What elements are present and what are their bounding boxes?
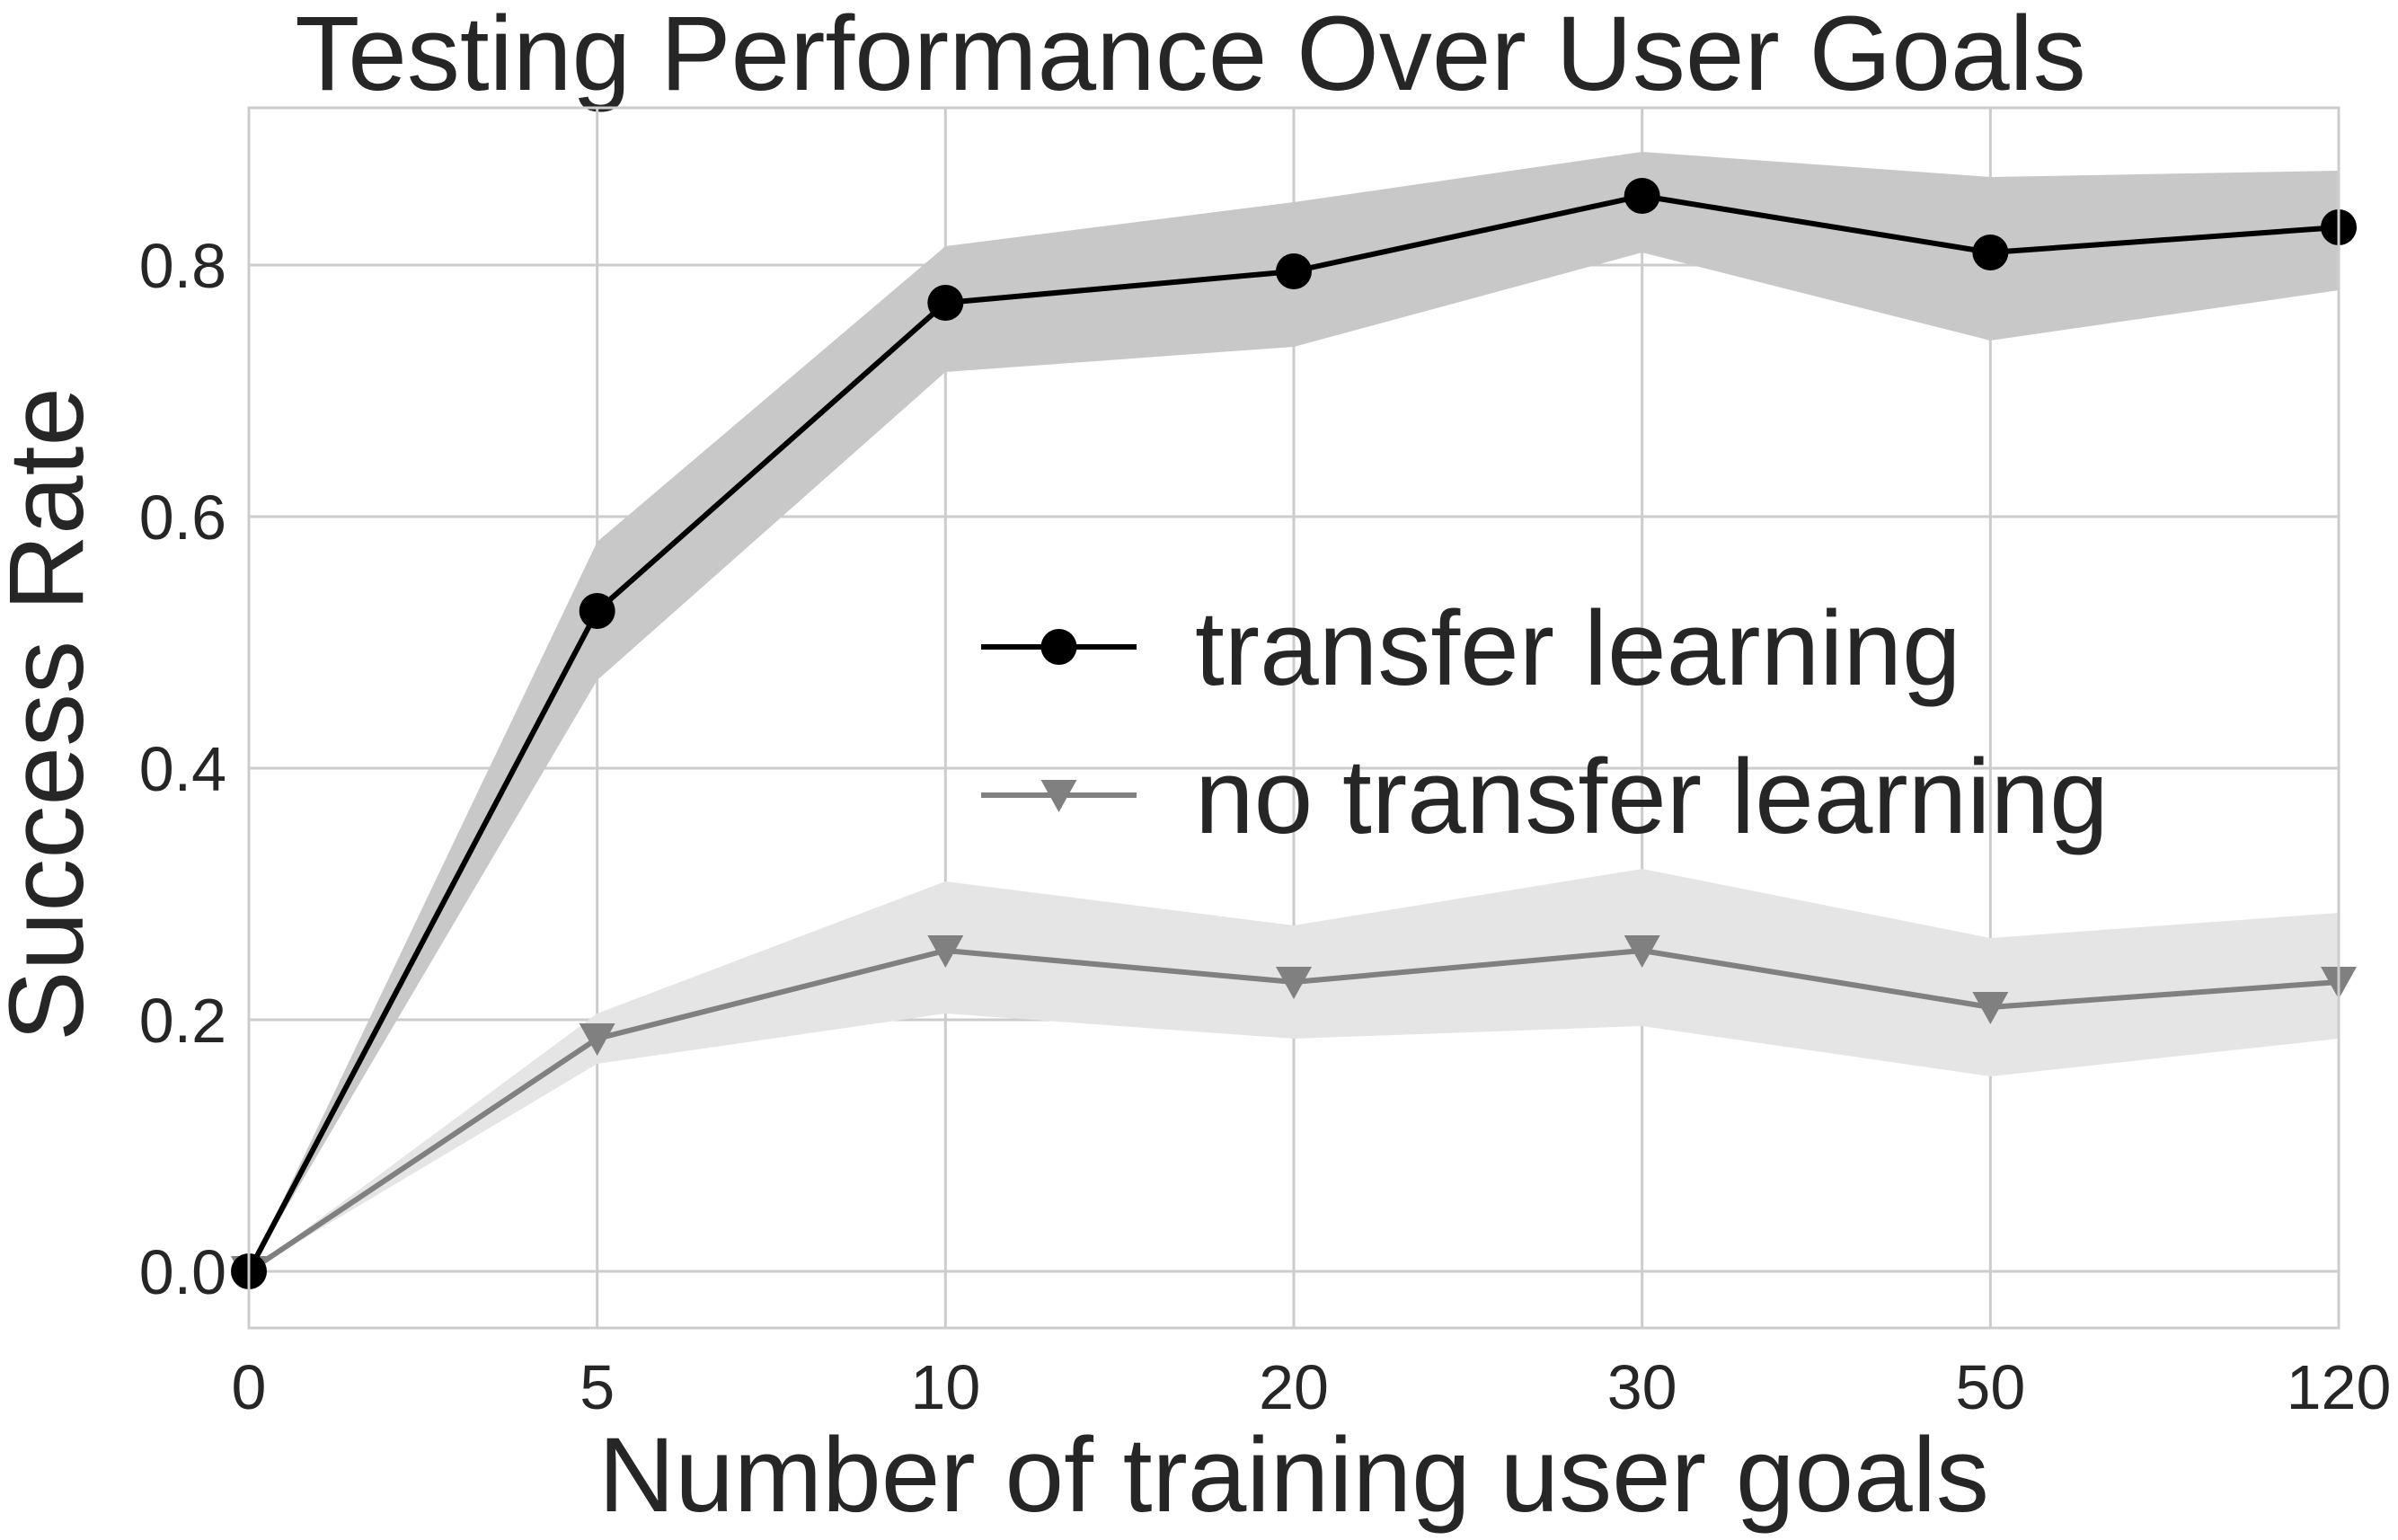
y-tick-label: 0.8 [139, 231, 226, 301]
point-transfer-learning [579, 593, 615, 629]
x-tick-label: 0 [232, 1352, 267, 1422]
point-transfer-learning [927, 285, 964, 321]
legend-label: transfer learning [1195, 589, 1961, 708]
band-no-transfer-learning [249, 869, 2339, 1271]
point-no-transfer-learning [1624, 935, 1660, 968]
x-tick-label: 10 [910, 1352, 980, 1422]
point-transfer-learning [1972, 235, 2009, 270]
y-axis-label: Success Rate [0, 387, 106, 1041]
x-axis-label: Number of training user goals [598, 1416, 1989, 1535]
y-tick-label: 0.0 [139, 1237, 226, 1307]
y-tick-label: 0.6 [139, 482, 226, 553]
y-tick-label: 0.4 [139, 734, 226, 804]
legend-marker [1040, 780, 1077, 812]
band-layer [249, 152, 2339, 1271]
legend-label: no transfer learning [1195, 738, 2109, 856]
point-transfer-learning [1624, 178, 1660, 214]
legend: transfer learning no transfer learning [981, 589, 2109, 856]
x-tick-label: 50 [1955, 1352, 2025, 1422]
legend-marker [1040, 629, 1077, 665]
x-tick-label: 20 [1259, 1352, 1329, 1422]
plot-frame [247, 106, 2340, 1330]
point-no-transfer-learning [927, 935, 964, 968]
point-transfer-learning [1276, 253, 1312, 289]
x-tick-label: 30 [1607, 1352, 1677, 1422]
x-tick-label: 5 [580, 1352, 615, 1422]
ticks-layer: 0 5 10 20 30 50 120 0.0 0.2 0.4 0.6 0.8 [139, 231, 2392, 1422]
band-transfer-learning [249, 152, 2339, 1271]
point-no-transfer-learning [1972, 992, 2009, 1024]
point-no-transfer-learning [1276, 967, 1312, 999]
chart-title: Testing Performance Over User Goals [295, 0, 2086, 113]
line-layer [231, 178, 2357, 1289]
y-tick-label: 0.2 [139, 986, 226, 1056]
point-no-transfer-learning [579, 1023, 615, 1056]
x-tick-label: 120 [2287, 1352, 2392, 1422]
